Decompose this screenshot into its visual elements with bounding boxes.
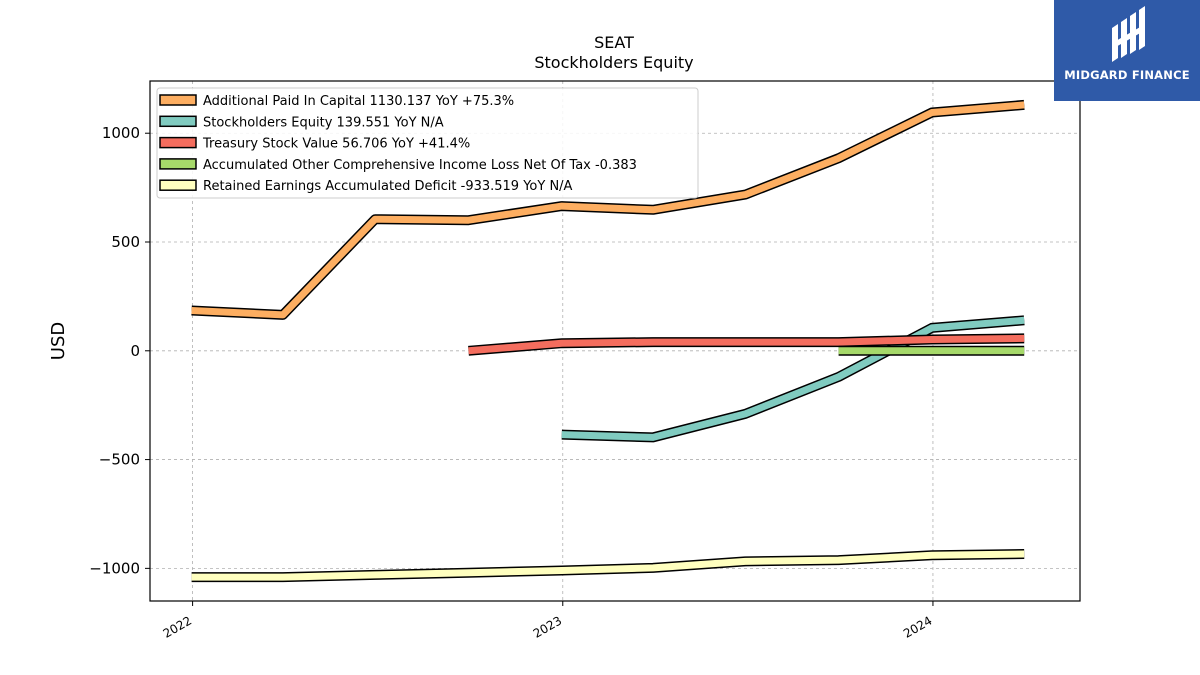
series-line xyxy=(561,316,1025,441)
chart-subtitle: Stockholders Equity xyxy=(534,53,693,72)
series-5 xyxy=(191,549,1025,583)
series-lines xyxy=(191,99,1025,583)
y-tick-label: 0 xyxy=(130,342,140,360)
legend-swatch xyxy=(159,158,197,170)
legend-box xyxy=(156,87,699,199)
series-line xyxy=(468,334,1025,355)
legend-swatch xyxy=(159,115,197,128)
chart-title: SEAT xyxy=(594,33,634,52)
legend-swatch xyxy=(159,94,197,106)
y-tick-label: 1000 xyxy=(102,124,140,142)
y-axis-label: USD xyxy=(48,322,69,360)
logo-text: MIDGARD FINANCE xyxy=(1064,68,1190,82)
series-1 xyxy=(191,99,1025,320)
series-3 xyxy=(468,333,1025,356)
legend-entry: Treasury Stock Value 56.706 YoY +41.4% xyxy=(202,137,470,152)
legend-entry: Additional Paid In Capital 1130.137 YoY … xyxy=(203,94,514,109)
series-line xyxy=(191,550,1025,581)
legend-swatch xyxy=(159,179,197,191)
y-tick-label: −1000 xyxy=(89,559,140,577)
legend: Additional Paid In Capital 1130.137 YoY … xyxy=(156,87,699,199)
legend-swatch xyxy=(159,136,197,149)
series-2 xyxy=(561,315,1025,443)
legend-entry: Stockholders Equity 139.551 YoY N/A xyxy=(203,115,444,130)
midgard-finance-logo: MIDGARD FINANCE xyxy=(1054,0,1200,101)
x-tick-label: 2023 xyxy=(531,613,564,640)
y-tick-label: 500 xyxy=(111,233,140,251)
legend-entry: Accumulated Other Comprehensive Income L… xyxy=(203,158,637,173)
x-tick-label: 2024 xyxy=(901,613,934,640)
x-tick-label: 2022 xyxy=(161,613,194,640)
series-line xyxy=(191,101,1025,319)
y-tick-label: −500 xyxy=(99,451,140,469)
legend-entry: Retained Earnings Accumulated Deficit -9… xyxy=(203,179,573,194)
midgard-logo-icon xyxy=(1112,6,1145,62)
plot-frame xyxy=(149,80,1081,602)
